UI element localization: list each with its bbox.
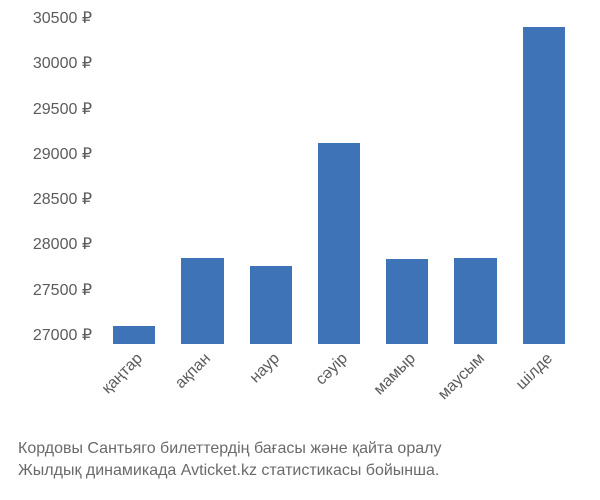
bar [454,258,496,344]
y-axis-tick: 28500 ₽ [33,189,100,209]
x-axis-tick: сәуір [313,350,352,389]
chart-caption: Кордовы Сантьяго билеттердің бағасы және… [0,438,600,483]
y-axis-tick: 29000 ₽ [33,144,100,164]
y-axis-tick: 30500 ₽ [33,8,100,28]
x-axis-tick: маусым [435,350,489,404]
bar [386,259,428,344]
x-axis-tick: ақпан [173,350,216,393]
y-axis-tick: 27000 ₽ [33,325,100,345]
plot-area: 27000 ₽27500 ₽28000 ₽28500 ₽29000 ₽29500… [100,18,578,344]
bar [181,258,223,344]
bar [250,266,292,344]
price-bar-chart: 27000 ₽ 27500 ₽ 28000 ₽ 28500 ₽ 29000 ₽ 29500… [0,0,600,500]
x-axis-tick: шілде [513,350,557,394]
bar [523,27,565,344]
caption-line-2: Жылдық динамикада Avticket.kz статистика… [18,460,590,482]
y-axis-tick: 30000 ₽ [33,53,100,73]
y-axis-tick: 27500 ₽ [33,280,100,300]
y-axis-tick: 28000 ₽ [33,234,100,254]
x-axis-tick: қаңтар [99,350,147,398]
x-axis-tick: науp [246,350,283,387]
bar [318,143,360,344]
y-axis-tick: 29500 ₽ [33,99,100,119]
x-axis-tick: мамыр [371,350,420,399]
bar [113,326,155,344]
caption-line-1: Кордовы Сантьяго билеттердің бағасы және… [18,438,590,460]
